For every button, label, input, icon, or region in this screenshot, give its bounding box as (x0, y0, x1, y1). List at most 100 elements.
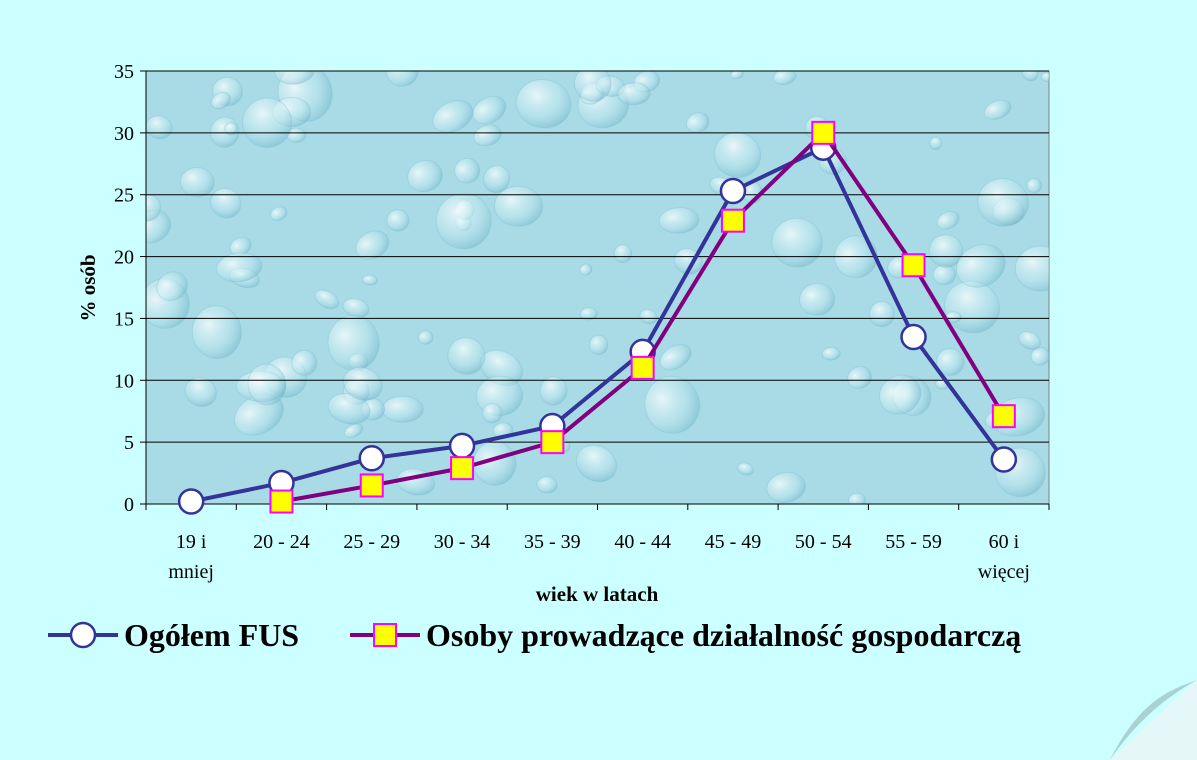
water-drop (685, 112, 710, 134)
water-drop (847, 365, 872, 389)
water-drop (639, 308, 658, 325)
gridlines (146, 70, 1049, 443)
data-point-square (269, 489, 294, 514)
water-drop (713, 132, 762, 179)
water-drop (613, 243, 633, 264)
data-point-square (450, 456, 475, 481)
series-layer (177, 120, 1018, 515)
water-drop (956, 243, 1006, 288)
water-drop (146, 210, 172, 244)
y-tick-label: 20 (114, 247, 134, 269)
data-point-circle (719, 177, 747, 205)
water-drop (179, 167, 215, 198)
water-drop (868, 301, 895, 328)
water-drop (482, 165, 511, 194)
water-drop (977, 178, 1030, 227)
plot-area (145, 70, 1050, 505)
water-drop (472, 95, 507, 125)
water-drop (935, 348, 965, 376)
data-point-circle (448, 432, 476, 460)
water-drop (242, 97, 293, 148)
water-drop (1014, 245, 1049, 292)
water-drop (432, 99, 474, 133)
x-tick-label: 45 - 49 (705, 531, 762, 553)
y-axis: 0 5 10 15 20 25 30 35 (114, 61, 147, 516)
y-tick-label: 5 (124, 432, 134, 454)
y-tick-label: 0 (124, 494, 134, 516)
water-drop (766, 471, 806, 503)
water-drop (454, 157, 481, 184)
series-line (190, 145, 1006, 504)
x-tick-label: 25 - 29 (343, 531, 400, 553)
legend-item: Ogółem FUS (48, 617, 299, 653)
data-point-square (720, 208, 745, 233)
data-point-circle (358, 444, 385, 472)
water-drop (494, 185, 544, 227)
x-tick-label: 30 - 34 (434, 531, 491, 553)
data-point-square (901, 253, 926, 278)
water-drop (536, 476, 558, 494)
water-drop (1026, 177, 1043, 194)
water-drop (361, 274, 378, 286)
water-drop (617, 82, 651, 106)
water-drop (799, 282, 836, 316)
water-drop (772, 71, 797, 86)
water-drop (381, 395, 424, 423)
x-tick-label: 40 - 44 (614, 531, 671, 553)
data-point-circle (900, 323, 927, 351)
y-tick-label: 30 (114, 123, 134, 145)
data-point-circle (990, 446, 1018, 473)
water-drop (209, 187, 242, 219)
water-drop (579, 307, 598, 321)
y-tick-label: 15 (114, 308, 134, 330)
water-drop (146, 194, 162, 222)
legend: Ogółem FUS Osoby prowadzące działalność g… (48, 617, 1021, 653)
legend-item: Osoby prowadzące działalność gospodarczą (350, 617, 1021, 653)
water-drop (575, 444, 618, 483)
y-tick-label: 35 (114, 61, 134, 83)
y-axis-label: % osób (76, 254, 100, 321)
water-drop (156, 271, 188, 301)
water-drop (224, 122, 238, 136)
water-drop (210, 91, 231, 110)
y-tick-label: 25 (114, 185, 134, 207)
water-drop (435, 192, 492, 250)
water-drop (314, 289, 340, 310)
water-drop (407, 159, 443, 193)
x-tick-label: 60 i więcej (978, 531, 1030, 583)
water-drop (1021, 71, 1039, 82)
x-tick-label: 19 i mniej (168, 531, 214, 583)
water-drop (343, 423, 364, 438)
x-tick-label: 35 - 39 (524, 531, 581, 553)
water-drop (928, 136, 943, 151)
data-point-circle (69, 621, 97, 649)
data-point-square (373, 623, 397, 647)
water-drop (216, 252, 263, 283)
water-drop (658, 207, 700, 234)
water-drop (342, 366, 383, 401)
water-drop (539, 376, 568, 406)
legend-label: Ogółem FUS (124, 617, 299, 653)
x-tick-label: 55 - 59 (885, 531, 942, 553)
water-drop (417, 330, 434, 345)
water-drop-texture (146, 71, 1049, 504)
water-drop (821, 346, 841, 361)
x-axis-label: wiek w latach (536, 582, 659, 606)
water-drop (879, 374, 922, 415)
water-drop (644, 375, 701, 434)
water-drop (515, 79, 572, 129)
water-drop (659, 344, 692, 371)
y-tick-label: 10 (114, 370, 134, 392)
water-drop (291, 349, 318, 376)
data-point-square (359, 473, 384, 498)
water-drop (588, 334, 609, 356)
series-2 (269, 120, 1016, 514)
water-drop (737, 462, 755, 476)
water-drop (771, 217, 823, 268)
x-tick-label: 20 - 24 (253, 531, 310, 553)
water-drop (482, 403, 503, 424)
data-point-square (991, 404, 1016, 429)
data-point-square (630, 355, 655, 380)
